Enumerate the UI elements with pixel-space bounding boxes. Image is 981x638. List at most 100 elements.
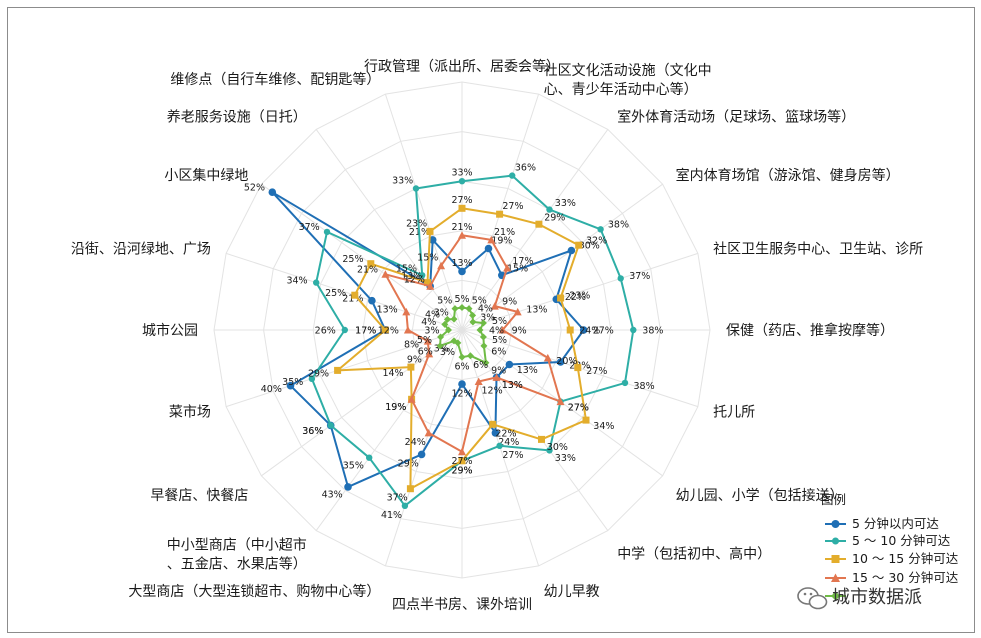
series-2: 33% 36%33%38%37%38%38%27%33%27%29%41%35%3… — [282, 163, 663, 521]
data-point — [503, 264, 512, 272]
data-point — [436, 342, 444, 350]
data-label: 9% — [512, 326, 527, 337]
data-label: 4% — [421, 317, 436, 328]
data-label: 13% — [526, 305, 547, 316]
data-point — [458, 353, 466, 361]
data-label: 34% — [286, 275, 307, 286]
data-label: 36% — [515, 163, 536, 174]
data-point — [458, 457, 466, 465]
data-point — [403, 326, 412, 334]
data-label: 27% — [502, 450, 523, 461]
legend-title: 图例 — [821, 492, 846, 507]
data-label: 37% — [629, 271, 650, 282]
data-point — [546, 447, 553, 454]
legend-item-series-4: 15 ～ 30 分钟可达 — [825, 570, 959, 585]
data-label: 21% — [451, 222, 472, 233]
data-label: 35% — [343, 461, 364, 472]
data-point — [543, 353, 552, 362]
data-label: 24% — [579, 326, 600, 337]
data-label: 15% — [396, 264, 417, 275]
category-label: 养老服务设施（日托） — [167, 109, 307, 125]
data-label: 37% — [299, 222, 320, 233]
data-point — [630, 326, 637, 334]
data-label: 17% — [355, 326, 376, 337]
category-label: 大型商店（大型连锁超市、购物中心等） — [128, 583, 380, 600]
legend-marker-1 — [831, 520, 840, 528]
data-point — [381, 326, 389, 334]
data-label: 20% — [556, 356, 577, 367]
category-label: 社区卫生服务中心、卫生站、诊所 — [713, 241, 923, 257]
category-label: 托儿所 — [713, 405, 755, 421]
data-point — [407, 395, 416, 403]
series-3: 27%27%29%32%23%24%27%34%30%22%29%37%19%1… — [308, 195, 614, 504]
data-label: 36% — [302, 426, 323, 437]
data-point — [476, 326, 484, 334]
data-label: 21% — [342, 294, 363, 305]
data-point — [451, 305, 459, 313]
data-point — [323, 228, 331, 236]
data-point — [327, 422, 334, 429]
data-point — [490, 302, 499, 310]
data-label: 21% — [357, 265, 378, 276]
data-label: 6% — [491, 347, 506, 358]
data-label: 25% — [342, 254, 363, 265]
data-point — [557, 294, 565, 302]
grid-spoke — [461, 252, 699, 331]
category-label: 早餐店、快餐店 — [150, 488, 248, 504]
data-point — [443, 315, 451, 323]
data-label: 22% — [565, 292, 586, 303]
data-point — [445, 326, 452, 334]
data-label: 19% — [491, 236, 512, 247]
data-point — [406, 485, 414, 493]
data-label: 3% — [440, 347, 455, 358]
data-label: 13% — [377, 305, 398, 316]
data-label: 33% — [451, 168, 472, 179]
grid-spoke — [261, 183, 463, 331]
grid-spoke — [384, 329, 463, 567]
data-label: 35% — [282, 377, 303, 388]
grid-spoke — [461, 129, 609, 331]
data-label: 29% — [451, 465, 472, 476]
data-point — [441, 320, 449, 328]
data-label: 17% — [355, 326, 376, 337]
data-point — [417, 450, 426, 459]
data-label: 9% — [491, 366, 506, 377]
category-label: 中学（包括初中、高中） — [617, 546, 771, 563]
data-label: 9% — [407, 355, 422, 366]
data-point — [489, 420, 497, 428]
category-label: 菜市场 — [169, 404, 211, 421]
grid-spoke — [225, 252, 463, 331]
category-label: 四点半书房、课外培训 — [392, 597, 532, 613]
data-point — [437, 261, 446, 270]
data-point — [367, 260, 375, 268]
data-label: 6% — [454, 362, 469, 373]
grid-spoke — [315, 129, 463, 331]
data-label: 24% — [498, 437, 519, 448]
data-label: 9% — [502, 296, 517, 307]
data-point — [509, 172, 516, 179]
category-label: 城市公园 — [142, 322, 198, 339]
category-label: 维修点（自行车维修、配钥匙等） — [170, 71, 380, 88]
data-label: 3% — [424, 326, 439, 337]
data-label: 5% — [492, 335, 507, 346]
data-label: 25% — [325, 288, 346, 299]
legend-label-4: 15 ～ 30 分钟可达 — [852, 570, 959, 585]
data-label: 30% — [579, 241, 600, 252]
category-label: 小区集中绿地 — [164, 167, 248, 184]
legend-label-1: 5 分钟以内可达 — [852, 516, 939, 531]
data-label: 37% — [387, 493, 408, 504]
data-point — [505, 360, 514, 369]
data-point — [469, 318, 477, 326]
data-label: 12% — [482, 386, 503, 397]
data-point — [334, 366, 342, 374]
data-label: 33% — [392, 175, 413, 186]
data-label: 3% — [480, 312, 495, 323]
data-label: 27% — [451, 195, 472, 206]
data-label: 23% — [406, 218, 427, 229]
data-label: 27% — [586, 366, 607, 377]
data-label: 12% — [404, 274, 425, 285]
data-label: 5% — [472, 296, 487, 307]
data-label: 38% — [642, 326, 663, 337]
category-labels: 行政管理（派出所、居委会等）社区文化活动设施（文化中心、青少年活动中心等） 室外体… — [71, 58, 923, 613]
data-point — [479, 319, 487, 327]
